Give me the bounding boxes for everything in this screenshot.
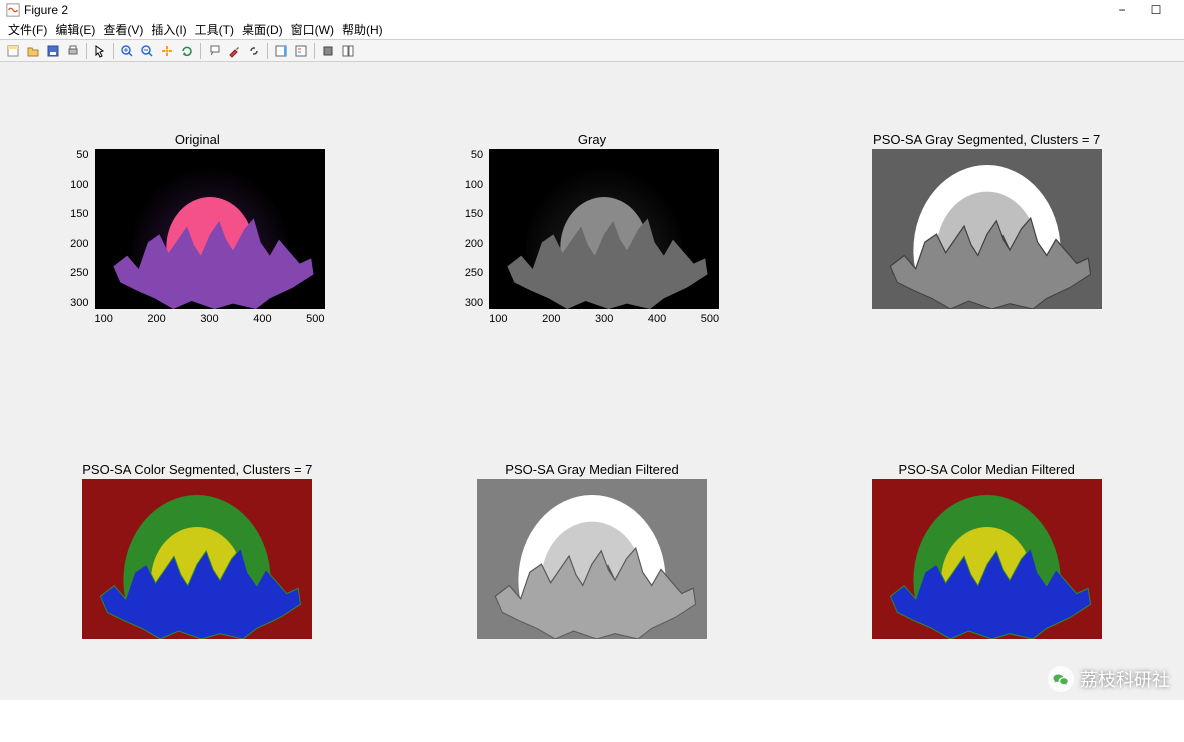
y-tick: 250 (70, 267, 88, 279)
zoom-in-icon[interactable] (118, 42, 136, 60)
menu-window[interactable]: 窗口(W) (287, 19, 338, 40)
subplot-5: PSO-SA Gray Median Filtered (395, 462, 790, 742)
image-frame[interactable] (95, 149, 325, 309)
x-tick: 100 (489, 313, 507, 325)
menu-tools[interactable]: 工具(T) (191, 19, 238, 40)
x-axis: 100 200 300 400 500 (95, 309, 325, 325)
y-axis: 50 100 150 200 250 300 (70, 149, 94, 309)
subplot-image (872, 479, 1102, 639)
link-icon[interactable] (245, 42, 263, 60)
toolbar-separator (200, 43, 201, 59)
x-tick: 200 (147, 313, 165, 325)
toolbar-separator (314, 43, 315, 59)
menu-help[interactable]: 帮助(H) (338, 19, 387, 40)
colorbar-icon[interactable] (272, 42, 290, 60)
maximize-button[interactable]: ☐ (1150, 4, 1162, 16)
subplot-1: Original 50 100 150 200 250 300 100 200 300 400 500 (0, 132, 395, 412)
y-tick: 200 (465, 238, 483, 250)
image-frame[interactable] (82, 479, 312, 639)
toolbar-separator (86, 43, 87, 59)
subplot-title: PSO-SA Color Median Filtered (899, 462, 1075, 477)
y-tick: 300 (70, 297, 88, 309)
x-tick: 300 (595, 313, 613, 325)
brush-icon[interactable] (225, 42, 243, 60)
pan-icon[interactable] (158, 42, 176, 60)
datatip-icon[interactable] (205, 42, 223, 60)
subplot-title: Original (175, 132, 220, 147)
x-tick: 400 (253, 313, 271, 325)
subplot-image (95, 149, 325, 309)
subplot-title: Gray (578, 132, 606, 147)
toolbar-separator (267, 43, 268, 59)
x-tick: 500 (701, 313, 719, 325)
y-tick: 50 (471, 149, 483, 161)
show-plot-tools-icon[interactable] (339, 42, 357, 60)
window-title: Figure 2 (24, 3, 1116, 17)
subplot-title: PSO-SA Gray Median Filtered (505, 462, 678, 477)
save-icon[interactable] (44, 42, 62, 60)
y-tick: 150 (70, 208, 88, 220)
x-tick: 400 (648, 313, 666, 325)
pointer-icon[interactable] (91, 42, 109, 60)
minimize-button[interactable]: − (1116, 4, 1128, 16)
subplot-6: PSO-SA Color Median Filtered (789, 462, 1184, 742)
menu-file[interactable]: 文件(F) (4, 19, 51, 40)
toolbar (0, 40, 1184, 62)
y-tick: 100 (70, 179, 88, 191)
titlebar: Figure 2 − ☐ (0, 0, 1184, 20)
menubar: 文件(F) 编辑(E) 查看(V) 插入(I) 工具(T) 桌面(D) 窗口(W… (0, 20, 1184, 40)
y-axis: 50 100 150 200 250 300 (465, 149, 489, 309)
subplot-image (477, 479, 707, 639)
menu-insert[interactable]: 插入(I) (147, 19, 190, 40)
subplot-image (489, 149, 719, 309)
x-tick: 500 (306, 313, 324, 325)
open-icon[interactable] (24, 42, 42, 60)
menu-desktop[interactable]: 桌面(D) (238, 19, 287, 40)
y-tick: 300 (465, 297, 483, 309)
subplot-2: Gray 50 100 150 200 250 300 100 200 300 400 500 (395, 132, 790, 412)
y-tick: 200 (70, 238, 88, 250)
subplot-title: PSO-SA Color Segmented, Clusters = 7 (82, 462, 312, 477)
menu-view[interactable]: 查看(V) (99, 19, 147, 40)
x-tick: 200 (542, 313, 560, 325)
hide-plot-tools-icon[interactable] (319, 42, 337, 60)
subplot-3: PSO-SA Gray Segmented, Clusters = 7 (789, 132, 1184, 412)
image-frame[interactable] (489, 149, 719, 309)
y-tick: 100 (465, 179, 483, 191)
y-tick: 50 (76, 149, 88, 161)
menu-edit[interactable]: 编辑(E) (51, 19, 99, 40)
subplot-4: PSO-SA Color Segmented, Clusters = 7 (0, 462, 395, 742)
image-frame[interactable] (477, 479, 707, 639)
subplot-image (872, 149, 1102, 309)
y-tick: 250 (465, 267, 483, 279)
print-icon[interactable] (64, 42, 82, 60)
rotate-icon[interactable] (178, 42, 196, 60)
new-figure-icon[interactable] (4, 42, 22, 60)
toolbar-separator (113, 43, 114, 59)
figure-canvas: Original 50 100 150 200 250 300 100 200 300 400 500… (0, 62, 1184, 700)
x-axis: 100 200 300 400 500 (489, 309, 719, 325)
x-tick: 300 (200, 313, 218, 325)
legend-icon[interactable] (292, 42, 310, 60)
y-tick: 150 (465, 208, 483, 220)
image-frame[interactable] (872, 149, 1102, 309)
image-frame[interactable] (872, 479, 1102, 639)
x-tick: 100 (95, 313, 113, 325)
app-icon (6, 3, 20, 17)
subplot-title: PSO-SA Gray Segmented, Clusters = 7 (873, 132, 1100, 147)
zoom-out-icon[interactable] (138, 42, 156, 60)
subplot-image (82, 479, 312, 639)
